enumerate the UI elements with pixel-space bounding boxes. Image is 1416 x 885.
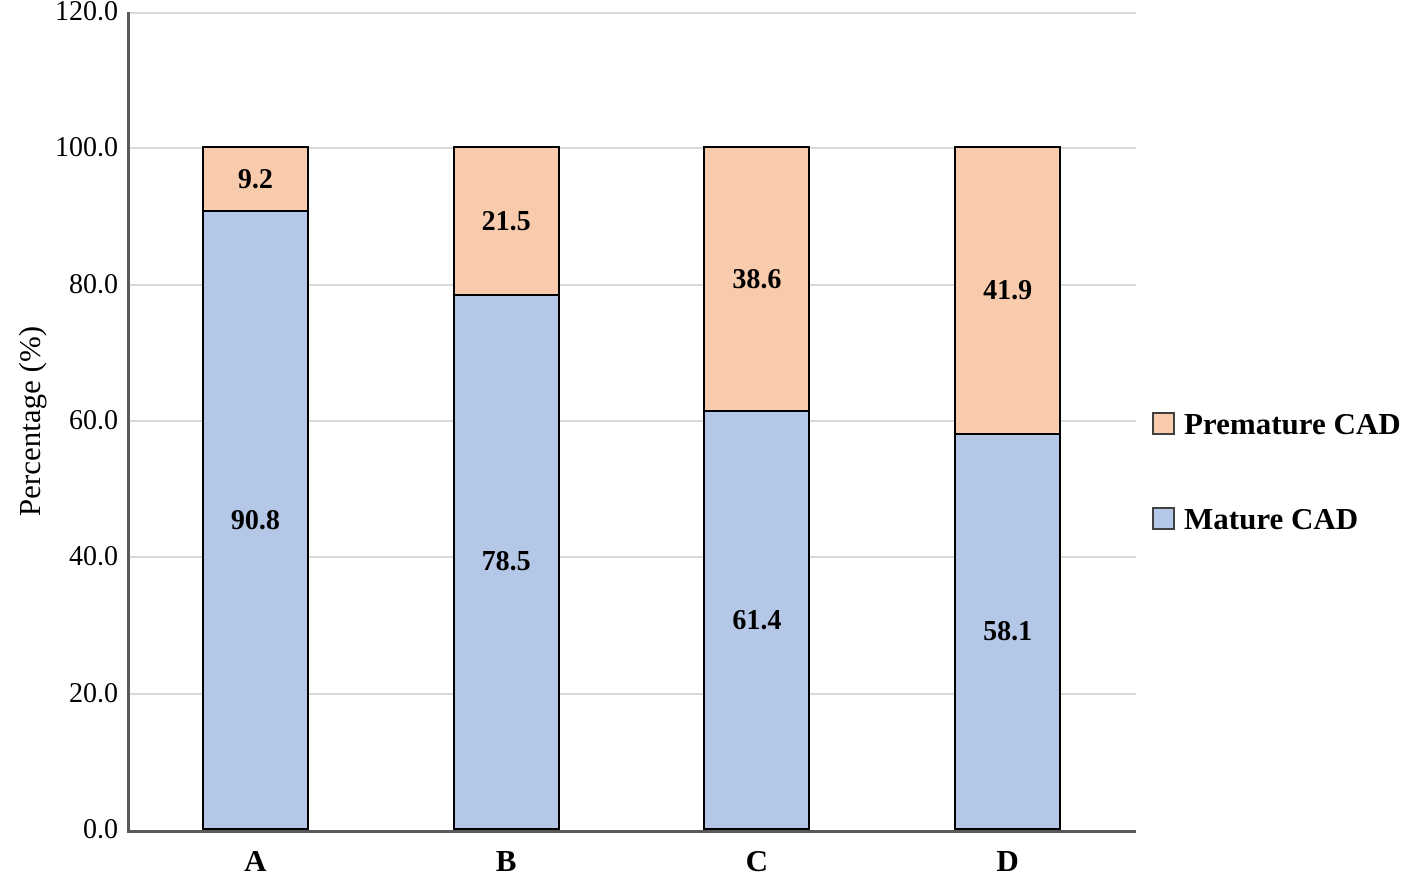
- x-category-label-A: A: [244, 843, 267, 878]
- bar-segment-mature-cad: [203, 211, 307, 830]
- bar-value-label: 38.6: [732, 263, 782, 295]
- bar-value-label: 90.8: [230, 504, 280, 536]
- bar-value-label: 61.4: [732, 604, 782, 636]
- bar-outline-D: [954, 146, 1062, 830]
- bar-segment-premature-cad: [203, 148, 307, 212]
- legend-item-mature-cad: Mature CAD: [1152, 503, 1358, 534]
- y-tick-label: 40.0: [69, 541, 118, 573]
- legend-label: Premature CAD: [1184, 406, 1401, 441]
- legend-swatch-premature-cad: [1152, 412, 1175, 435]
- bar-outline-B: [452, 146, 560, 830]
- bar-value-label: 21.5: [481, 205, 531, 237]
- bar-segment-mature-cad: [705, 411, 809, 830]
- x-category-label-D: D: [996, 843, 1019, 878]
- y-tick-label: 80.0: [69, 268, 118, 300]
- gridline: [130, 283, 1136, 286]
- bar-segment-mature-cad: [454, 294, 558, 830]
- bar-segment-divider: [956, 432, 1060, 435]
- y-tick-label: 0.0: [83, 814, 118, 845]
- gridline: [130, 556, 1136, 559]
- gridline: [130, 692, 1136, 695]
- x-category-label-C: C: [745, 843, 769, 878]
- legend-label: Mature CAD: [1184, 501, 1359, 536]
- bar-segment-divider: [203, 210, 307, 213]
- bar-segment-divider: [705, 410, 809, 413]
- y-tick-label: 60.0: [69, 405, 118, 436]
- legend-swatch-mature-cad: [1152, 507, 1175, 530]
- gridline: [130, 420, 1136, 422]
- bar-value-label: 41.9: [983, 275, 1033, 307]
- y-tick-label: 120.0: [55, 0, 118, 27]
- legend-item-premature-cad: Premature CAD: [1152, 408, 1401, 439]
- gridline: [130, 147, 1136, 150]
- x-category-label-B: B: [495, 843, 517, 878]
- bar-segment-premature-cad: [454, 148, 558, 295]
- bar-outline-A: [201, 146, 309, 830]
- y-tick-label: 100.0: [55, 132, 118, 164]
- y-tick-label: 20.0: [69, 677, 118, 709]
- bar-segment-premature-cad: [705, 148, 809, 412]
- bar-segment-divider: [454, 293, 558, 296]
- bar-value-label: 58.1: [983, 615, 1033, 647]
- gridline: [130, 12, 1136, 14]
- bar-segment-mature-cad: [956, 433, 1060, 830]
- bar-value-label: 9.2: [237, 163, 273, 195]
- bar-value-label: 78.5: [481, 546, 531, 578]
- bar-outline-C: [703, 146, 811, 830]
- bar-segment-premature-cad: [956, 148, 1060, 434]
- plot-area: [127, 12, 1136, 833]
